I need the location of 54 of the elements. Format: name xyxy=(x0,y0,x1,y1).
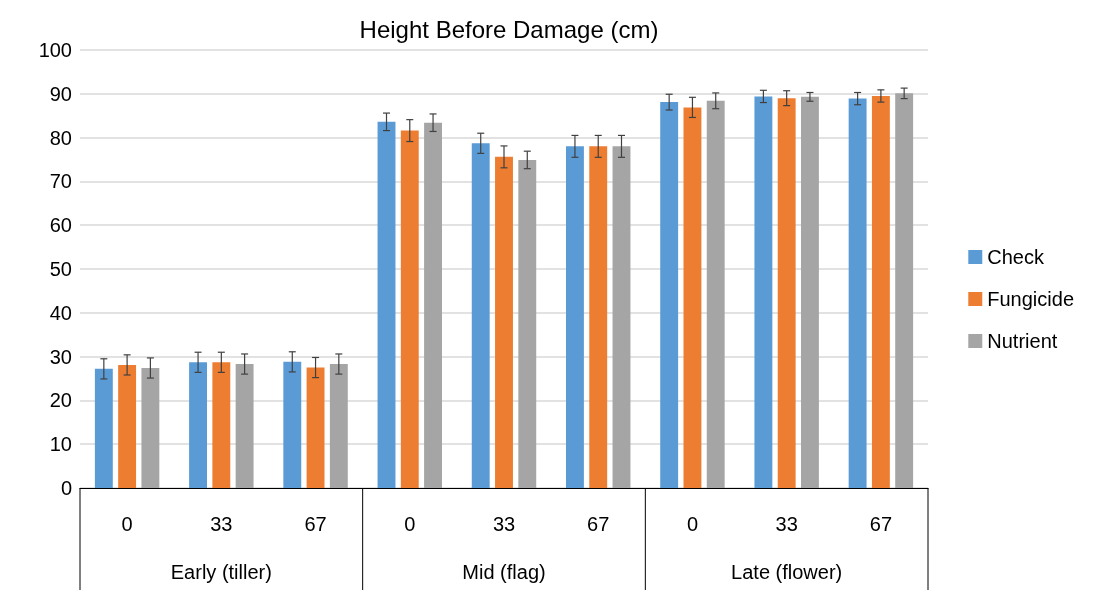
bar xyxy=(895,93,914,488)
bar xyxy=(141,367,160,488)
x-tick-label: 67 xyxy=(869,513,893,535)
bar xyxy=(495,156,513,488)
y-tick-label: 0 xyxy=(60,477,72,499)
y-tick-label: 20 xyxy=(49,389,72,412)
bar xyxy=(871,95,890,488)
bar xyxy=(683,107,702,488)
bar xyxy=(189,362,208,488)
bar xyxy=(589,146,608,488)
y-tick-label: 70 xyxy=(49,170,72,193)
y-tick-label: 100 xyxy=(38,39,72,61)
x-tick-label: 33 xyxy=(210,513,233,535)
bar xyxy=(566,146,584,488)
bar xyxy=(754,96,773,488)
bar xyxy=(706,100,725,488)
chart-title: Height Before Damage (cm) xyxy=(359,15,659,43)
bar xyxy=(848,98,867,488)
legend-label: Fungicide xyxy=(987,288,1074,310)
bar xyxy=(660,102,679,488)
x-tick-label: 33 xyxy=(492,513,516,535)
y-tick-label: 60 xyxy=(49,214,72,237)
x-tick-label: 67 xyxy=(587,513,610,535)
x-tick-label: 0 xyxy=(404,513,416,535)
y-tick-label: 10 xyxy=(49,433,72,456)
x-tick-label: 0 xyxy=(686,513,699,535)
x-tick-label: 67 xyxy=(304,513,327,535)
y-tick-label: 50 xyxy=(49,258,72,280)
bar xyxy=(329,364,348,488)
bar xyxy=(212,362,231,488)
y-tick-label: 30 xyxy=(49,345,72,368)
bar xyxy=(118,364,137,488)
y-tick-label: 90 xyxy=(49,82,72,105)
y-tick-label: 40 xyxy=(49,301,72,324)
bar xyxy=(94,368,113,488)
bar xyxy=(800,96,819,488)
text: Late (flower) xyxy=(731,561,843,583)
y-tick-label: 80 xyxy=(49,126,72,149)
bar xyxy=(283,361,302,488)
bar xyxy=(518,159,537,488)
text: Early (tiller) xyxy=(170,561,272,583)
bar xyxy=(612,146,631,488)
bar xyxy=(400,130,419,488)
legend-label: Check xyxy=(987,246,1045,268)
bar xyxy=(377,121,396,488)
bar xyxy=(471,143,490,488)
text: Mid (flag) xyxy=(462,561,546,583)
bar xyxy=(306,367,325,488)
x-tick-label: 33 xyxy=(775,513,798,535)
bar xyxy=(235,364,254,488)
legend-label: Nutrient xyxy=(987,330,1058,352)
bar xyxy=(424,122,442,488)
x-tick-label: 0 xyxy=(121,513,133,535)
bar xyxy=(777,98,796,488)
